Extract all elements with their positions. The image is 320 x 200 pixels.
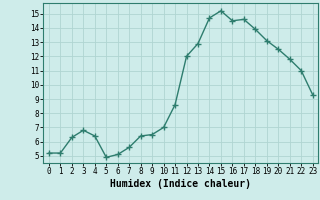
- X-axis label: Humidex (Indice chaleur): Humidex (Indice chaleur): [110, 179, 251, 189]
